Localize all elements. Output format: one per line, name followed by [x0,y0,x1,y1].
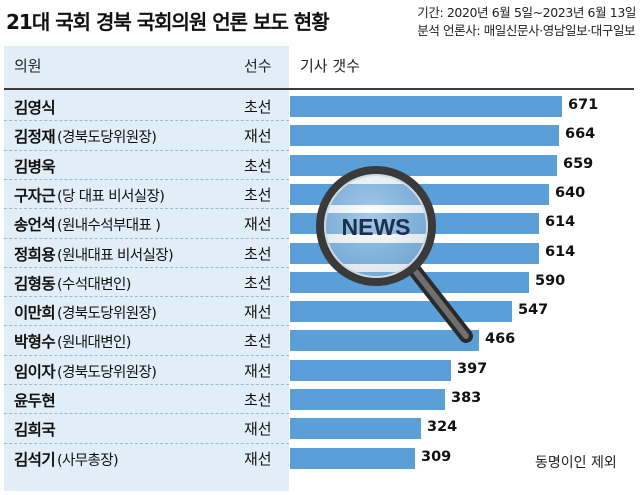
bar-value-label: 547 [518,302,549,319]
member-terms: 초선 [244,156,272,175]
row-divider [4,237,289,239]
member-name: 박형수 (원내대변인) [14,330,131,352]
bar [290,389,445,410]
column-header-terms: 선수 [244,57,272,75]
member-name: 김영식 [14,96,56,118]
member-role: (사무총장) [56,452,119,469]
row-divider [4,208,289,210]
member-terms: 재선 [244,127,272,146]
bar-value-label: 659 [563,155,594,172]
member-role: (원내수석부대표 ) [56,218,161,235]
column-header-member: 의원 [14,57,42,75]
table-row: 김정재 (경북도당위원장) 재선 664 [0,121,640,150]
member-terms: 초선 [244,391,272,409]
table-row: 박형수 (원내대변인) 초선 466 [0,326,640,355]
footnote: 동명이인 제외 [535,455,617,471]
chart-title: 21대 국회 경북 국회의원 언론 보도 현황 [6,10,330,34]
member-name: 구자근 (당 대표 비서실장) [14,184,165,206]
member-role: (원내대표 비서실장) [56,247,174,264]
member-terms: 초선 [244,273,272,292]
table-row: 임이자 (경북도당위원장) 재선 397 [0,356,640,385]
member-terms: 초선 [244,332,272,351]
member-terms: 재선 [244,361,272,380]
member-name: 송언석 (원내수석부대표 ) [14,213,161,235]
member-terms: 초선 [244,98,272,116]
bar [290,359,451,381]
member-role: (경북도당위원장) [56,306,157,323]
member-name-text: 김희국 [14,421,56,440]
member-name-text: 김형동 [14,274,56,293]
member-role: (당 대표 비서실장) [56,188,165,205]
magnifier-news-label: NEWS [342,214,411,240]
row-divider [4,413,289,415]
name-panel [4,46,289,491]
row-divider [4,149,289,151]
bar [290,330,479,352]
bar [290,447,415,469]
row-divider [4,296,289,298]
table-row: 윤두현 초선 383 [0,385,640,414]
member-name-text: 김병욱 [14,157,56,176]
member-name: 임이자 (경북도당위원장) [14,360,157,382]
member-terms: 재선 [244,449,272,468]
row-divider [4,442,289,444]
member-name-text: 이만희 [14,304,56,323]
member-role: (원내대변인) [56,335,131,352]
bar-value-label: 383 [451,390,482,406]
member-terms: 초선 [244,185,272,204]
period-text: 기간: 2020년 6월 5일~2023년 6월 13일 [417,5,636,20]
member-name-text: 박형수 [14,333,56,352]
member-name: 이만희 (경북도당위원장) [14,301,157,323]
member-terms: 재선 [244,303,272,322]
row-divider [4,266,289,268]
bar [290,125,559,147]
member-role: (경북도당위원장) [56,364,157,381]
bar-value-label: 614 [545,214,576,231]
bar-value-label: 397 [457,360,488,377]
member-name-text: 송언석 [14,216,56,235]
member-name: 김병욱 [14,155,56,177]
bar-value-label: 614 [545,243,576,260]
bar [290,96,562,117]
member-role: (수석대변인) [56,276,131,293]
bar-value-label: 309 [421,448,452,465]
member-terms: 재선 [244,420,272,439]
chart-meta: 기간: 2020년 6월 5일~2023년 6월 13일 분석 언론사: 매일신… [417,4,636,40]
member-terms: 초선 [244,244,272,263]
table-row: 김희국 재선 324 [0,414,640,443]
bar-value-label: 466 [485,331,516,348]
member-name-text: 김정재 [14,128,56,147]
row-divider [4,354,289,356]
magnifier-icon: NEWS [316,166,473,343]
member-name: 윤두현 [14,389,56,411]
member-name-text: 임이자 [14,362,56,381]
row-divider [4,325,289,327]
row-divider [4,120,289,122]
member-name-text: 김영식 [14,99,56,117]
header-divider [4,88,634,90]
column-header-count: 기사 갯수 [300,57,360,75]
member-name: 김형동 (수석대변인) [14,272,131,294]
member-name: 김정재 (경북도당위원장) [14,125,157,147]
table-row: 김석기 (사무총장) 재선 309 [0,444,640,473]
member-name-text: 정희용 [14,245,56,264]
member-name-text: 구자근 [14,186,56,205]
member-role: (경북도당위원장) [56,130,157,147]
member-terms: 재선 [244,215,272,234]
bar-value-label: 640 [555,184,586,201]
member-name: 김석기 (사무총장) [14,448,119,470]
table-row: 김영식 초선 671 [0,92,640,121]
member-name: 정희용 (원내대표 비서실장) [14,243,174,265]
bar-value-label: 671 [568,97,599,113]
row-divider [4,178,289,180]
bar-value-label: 664 [565,126,596,143]
bar [290,418,421,440]
bar-value-label: 324 [427,419,458,436]
member-name: 김희국 [14,418,56,440]
row-divider [4,384,289,385]
member-name-text: 윤두현 [14,392,56,410]
outlets-text: 분석 언론사: 매일신문사·영남일보·대구일보 [417,23,636,38]
bar-value-label: 590 [535,272,566,289]
member-name-text: 김석기 [14,450,56,469]
